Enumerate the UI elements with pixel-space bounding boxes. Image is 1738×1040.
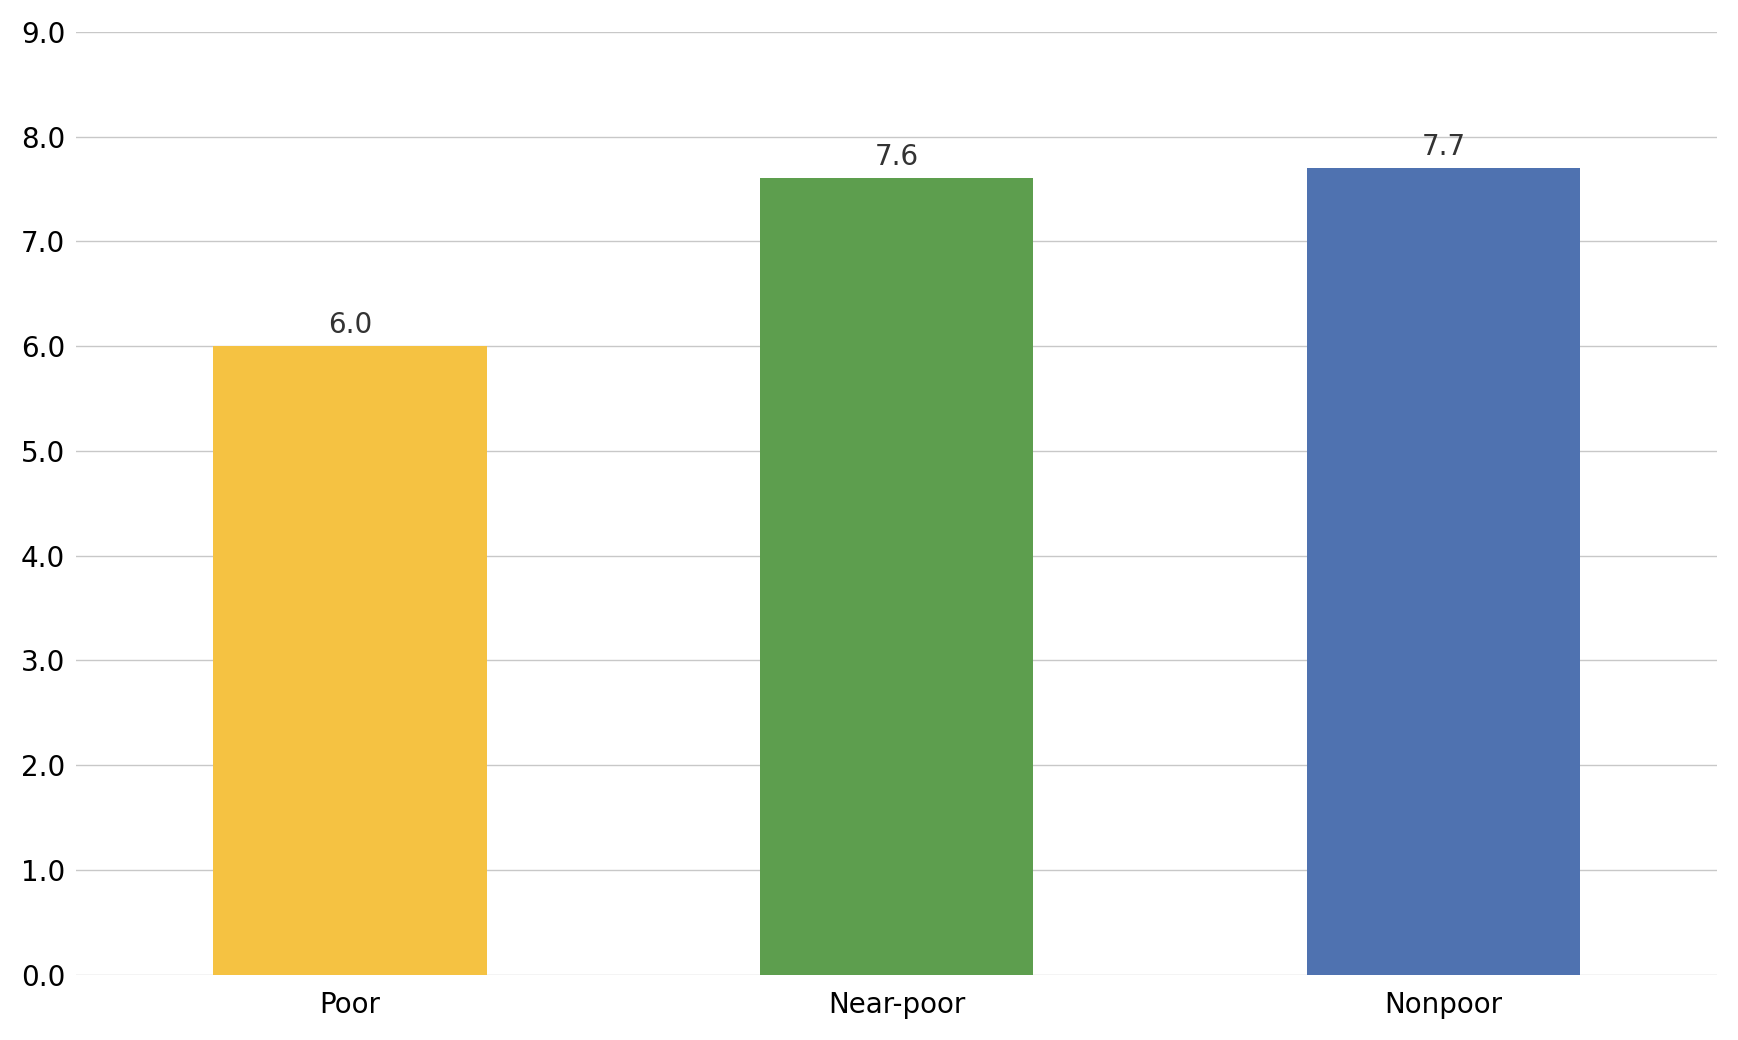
Bar — [214, 346, 487, 974]
Text: 7.7: 7.7 — [1422, 133, 1465, 160]
Text: 6.0: 6.0 — [328, 311, 372, 339]
Bar — [1307, 168, 1580, 974]
Bar — [760, 179, 1034, 974]
Text: 7.6: 7.6 — [874, 144, 919, 172]
